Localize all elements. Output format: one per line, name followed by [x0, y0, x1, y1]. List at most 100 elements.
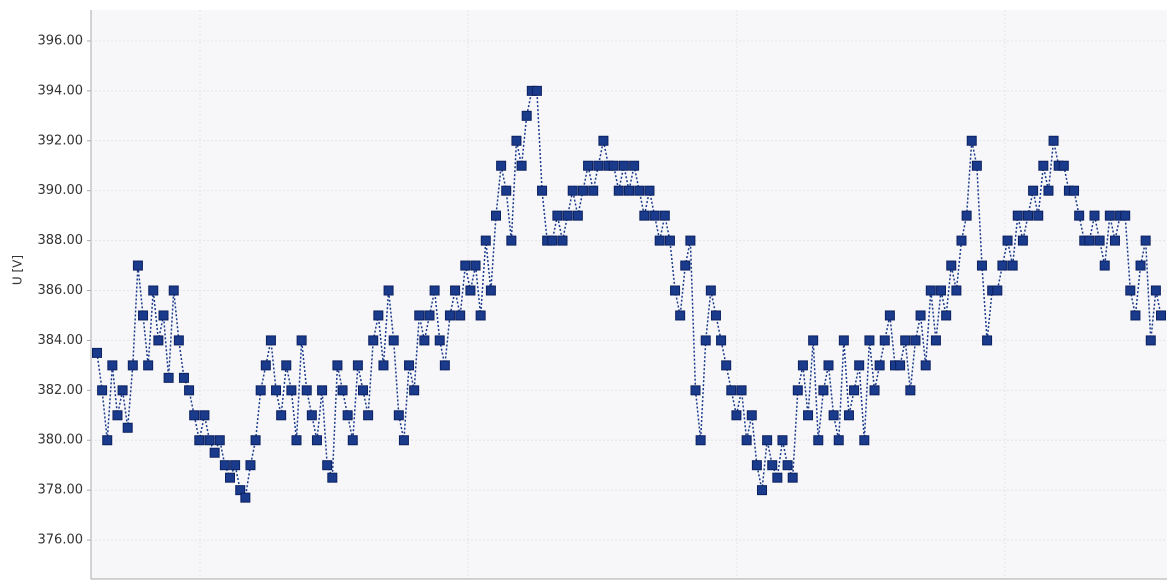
data-point — [710, 310, 721, 321]
data-point — [680, 260, 691, 271]
data-point — [813, 435, 824, 446]
data-point — [429, 285, 440, 296]
data-point — [629, 160, 640, 171]
data-point — [823, 360, 834, 371]
data-point — [700, 335, 711, 346]
data-point — [1007, 260, 1018, 271]
data-point — [444, 310, 455, 321]
data-point — [276, 410, 287, 421]
data-point — [915, 310, 926, 321]
data-point — [941, 310, 952, 321]
data-point — [552, 210, 563, 221]
data-point — [685, 235, 696, 246]
data-point — [1084, 235, 1095, 246]
plot-area — [91, 10, 1167, 579]
data-point — [818, 385, 829, 396]
data-point — [797, 360, 808, 371]
y-tick-label: 378.00 — [38, 483, 84, 498]
y-tick-label: 392.00 — [38, 133, 84, 148]
data-point — [153, 335, 164, 346]
data-point — [741, 435, 752, 446]
data-point — [803, 410, 814, 421]
data-point — [946, 260, 957, 271]
y-tick-label: 386.00 — [38, 283, 84, 298]
data-point — [608, 160, 619, 171]
data-point — [1089, 210, 1100, 221]
data-point — [854, 360, 865, 371]
data-point — [670, 285, 681, 296]
data-point — [874, 360, 885, 371]
data-point — [1048, 135, 1059, 146]
data-point — [869, 385, 880, 396]
data-point — [639, 210, 650, 221]
data-point — [726, 385, 737, 396]
data-point — [358, 385, 368, 396]
data-point — [583, 160, 594, 171]
data-point — [516, 160, 527, 171]
data-point — [843, 410, 854, 421]
data-point — [997, 260, 1008, 271]
data-point — [491, 210, 501, 221]
y-tick-label: 390.00 — [38, 183, 84, 198]
data-point — [158, 310, 169, 321]
data-point — [659, 210, 670, 221]
data-point — [245, 460, 256, 471]
data-point — [199, 410, 210, 421]
data-point — [342, 410, 353, 421]
data-point — [219, 460, 230, 471]
y-tick-label: 396.00 — [38, 33, 84, 48]
data-point — [92, 347, 102, 358]
data-point — [286, 385, 297, 396]
data-point — [838, 335, 849, 346]
data-point — [1058, 160, 1069, 171]
data-point — [501, 185, 512, 196]
data-point — [767, 460, 778, 471]
series-line — [96, 90, 1162, 500]
data-point — [864, 335, 875, 346]
data-point — [230, 460, 241, 471]
data-point — [690, 385, 701, 396]
data-point — [214, 435, 225, 446]
data-point — [271, 385, 282, 396]
data-point — [496, 160, 507, 171]
data-point — [1094, 235, 1105, 246]
data-point — [260, 360, 271, 371]
data-point — [255, 385, 266, 396]
data-point — [547, 235, 558, 246]
data-point — [138, 310, 149, 321]
data-point — [1099, 260, 1110, 271]
data-point — [393, 410, 404, 421]
data-point — [649, 210, 660, 221]
data-point — [306, 410, 317, 421]
data-point — [951, 285, 962, 296]
data-point — [905, 385, 916, 396]
data-point — [976, 260, 987, 271]
data-point — [731, 410, 742, 421]
data-point — [250, 435, 261, 446]
data-point — [572, 210, 583, 221]
data-point — [531, 85, 542, 96]
data-point — [721, 360, 732, 371]
data-point — [317, 385, 328, 396]
data-point — [455, 310, 466, 321]
data-point — [168, 285, 179, 296]
data-point — [480, 235, 491, 246]
data-point — [460, 260, 471, 271]
data-point — [618, 160, 629, 171]
data-point — [593, 160, 604, 171]
data-point — [1043, 185, 1054, 196]
data-point — [347, 435, 358, 446]
data-point — [1120, 210, 1131, 221]
data-point — [296, 335, 307, 346]
data-point — [281, 360, 292, 371]
data-point — [368, 335, 379, 346]
data-point — [1125, 285, 1136, 296]
data-point — [1012, 210, 1023, 221]
y-tick-label: 376.00 — [38, 533, 84, 548]
data-point — [971, 160, 982, 171]
data-point — [117, 385, 128, 396]
data-point — [178, 372, 189, 383]
data-point — [644, 185, 655, 196]
data-point — [189, 410, 200, 421]
data-point — [634, 185, 645, 196]
